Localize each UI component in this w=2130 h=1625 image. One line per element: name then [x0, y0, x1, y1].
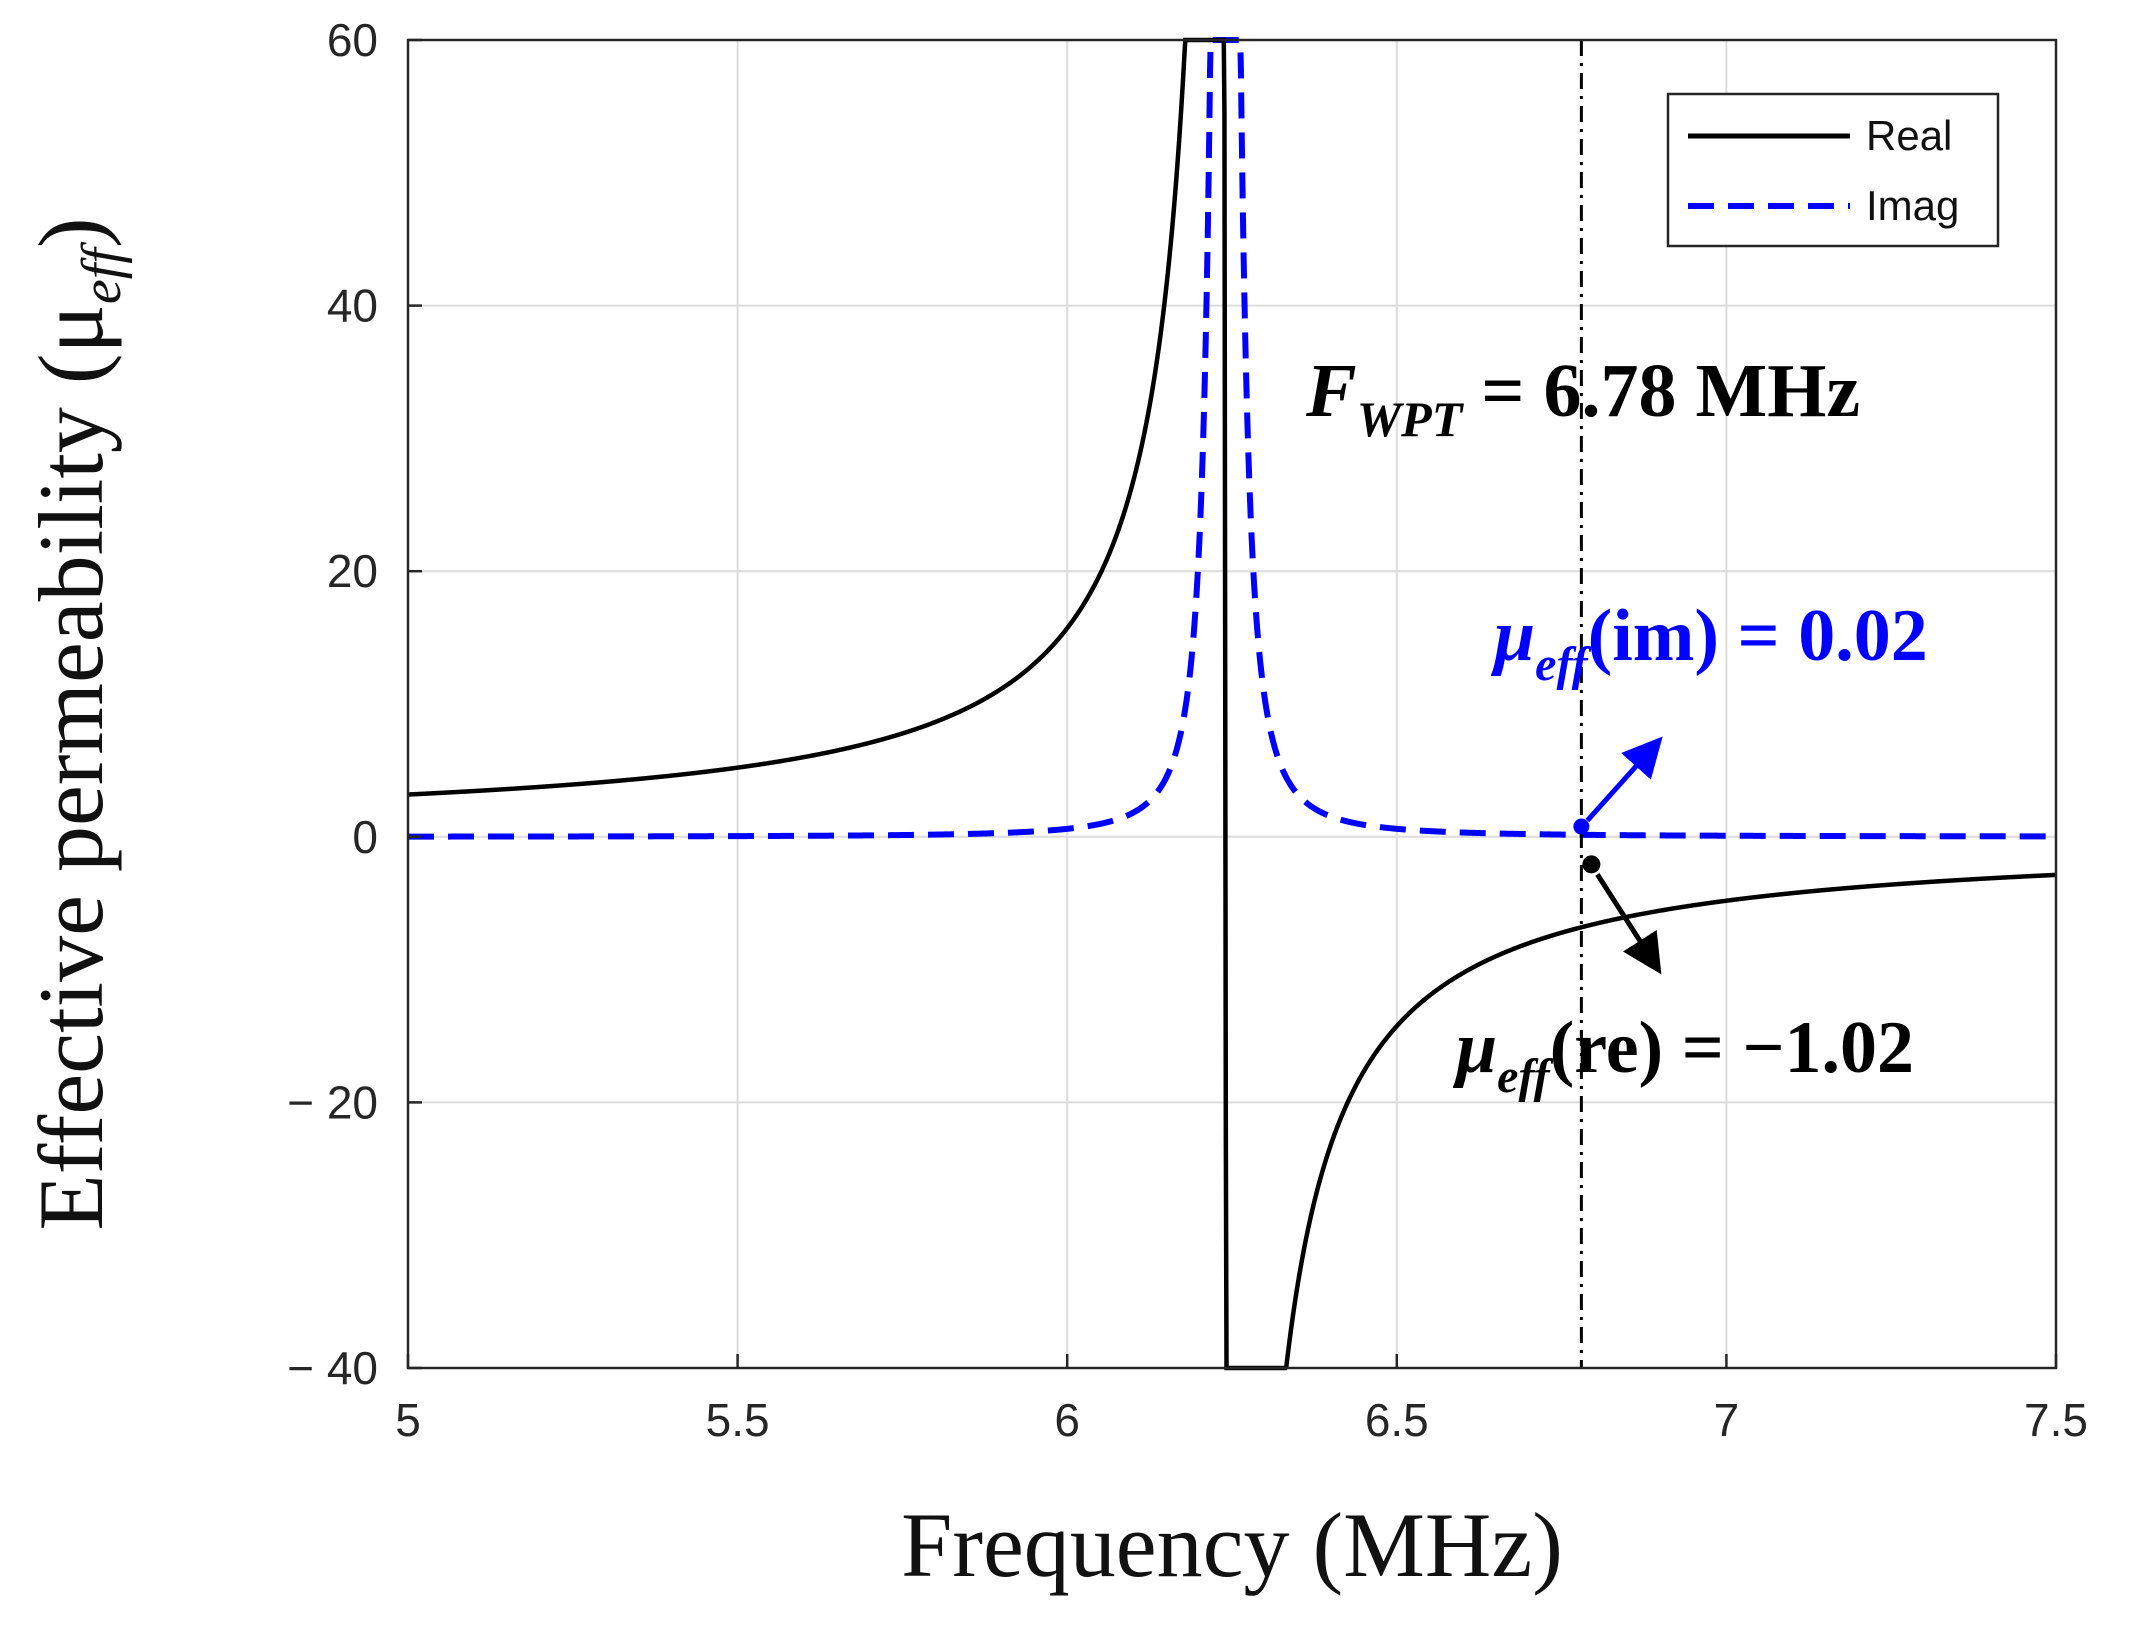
y-tick-label: − 20	[287, 1076, 378, 1128]
legend-box	[1666, 92, 2000, 248]
legend-label-real: Real	[1866, 112, 1952, 159]
annotation-re-rest: (re) = −1.02	[1550, 1007, 1914, 1089]
annotation-re: μeff(re) = −1.02	[1452, 1007, 1914, 1103]
annotation-im-rest: (im) = 0.02	[1588, 595, 1928, 677]
im-value-point	[1573, 818, 1590, 835]
re-value-point	[1582, 855, 1601, 874]
im-arrow	[1585, 736, 1663, 823]
y-tick-label: 20	[327, 545, 378, 597]
grid	[407, 39, 2057, 1369]
x-axis-title: Frequency (MHz)	[901, 1494, 1563, 1596]
y-tick-label: 60	[327, 14, 378, 66]
x-tick-label: 6	[1054, 1394, 1080, 1446]
plot-frame	[406, 38, 2058, 1370]
x-tick-label: 5.5	[706, 1394, 770, 1446]
annotation-re-mu: μ	[1452, 1007, 1497, 1089]
legend-label-imag: Imag	[1866, 182, 1959, 229]
annotation-fwpt-rest: = 6.78 MHz	[1462, 349, 1860, 433]
legend: Real Imag	[1666, 92, 2000, 248]
y-tick-label: 0	[352, 811, 378, 863]
y-axis-title-main: Effective permeability (μ	[20, 304, 122, 1230]
y-axis-title-sub: eff	[71, 241, 133, 304]
y-tick-label: − 40	[287, 1342, 378, 1394]
y-tick-label: 40	[327, 280, 378, 332]
y-axis-title: Effective permeability (μeff)	[20, 218, 133, 1231]
x-tick-label: 7	[1714, 1394, 1740, 1446]
axis-ticks: 5 5.5 6 6.5 7 7.5 − 40 − 20 0 20 40 60	[287, 14, 2088, 1446]
x-tick-label: 5	[395, 1394, 421, 1446]
y-axis-title-close: )	[20, 218, 122, 249]
x-tick-label: 6.5	[1365, 1394, 1429, 1446]
annotation-re-sub: eff	[1497, 1050, 1553, 1103]
re-arrow	[1595, 872, 1662, 975]
plot-background	[408, 40, 2056, 1368]
annotation-fwpt-sub: WPT	[1357, 391, 1465, 447]
annotation-im-mu: μ	[1490, 595, 1535, 677]
annotation-im-sub: eff	[1535, 638, 1591, 691]
annotation-fwpt-main: F	[1305, 349, 1357, 433]
x-tick-label: 7.5	[2024, 1394, 2088, 1446]
annotation-fwpt: FWPT = 6.78 MHz	[1305, 349, 1860, 447]
annotation-im: μeff(im) = 0.02	[1490, 595, 1928, 691]
